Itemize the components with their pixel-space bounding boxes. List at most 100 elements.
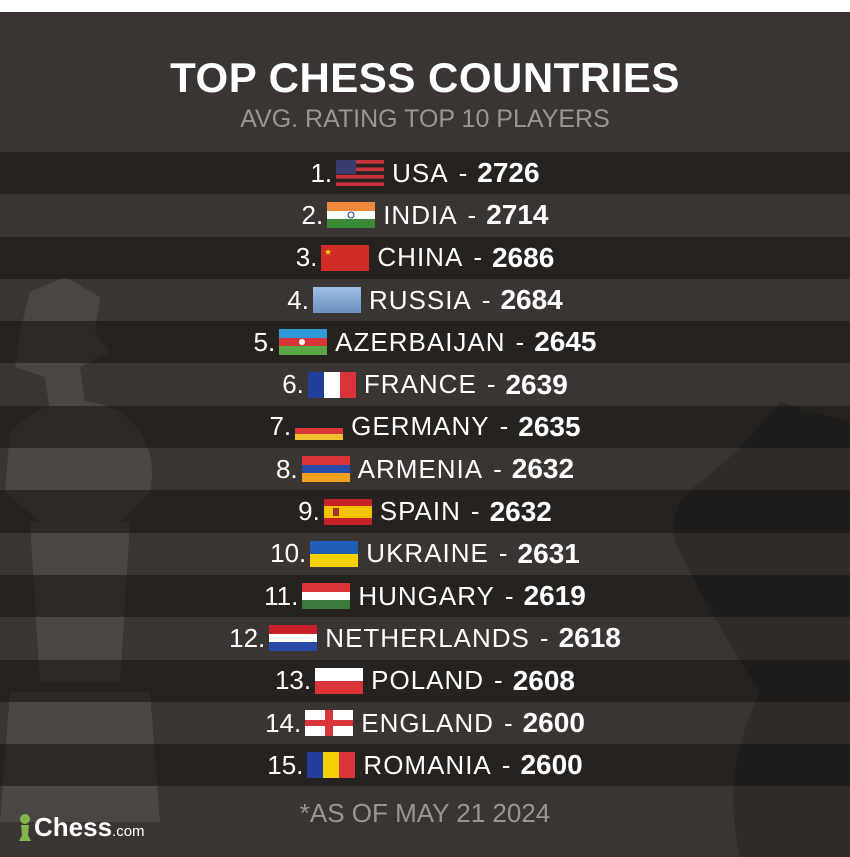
rank-number: 12. — [229, 622, 266, 653]
ranking-row: 12. NETHERLANDS -2618 — [0, 617, 850, 659]
ranking-row: 5. AZERBAIJAN -2645 — [0, 321, 850, 364]
average-rating: 2600 — [520, 749, 583, 781]
ranking-row: 14. ENGLAND -2600 — [0, 702, 850, 744]
separator: - — [458, 157, 468, 188]
spain-flag-icon — [323, 498, 372, 525]
rank-number: 8. — [275, 453, 298, 484]
hungary-flag-icon — [302, 583, 351, 610]
ranking-list: 1. USA -2726 2. INDIA -2714 3. ★ CHINA -2686 4. RUS… — [0, 152, 850, 787]
country-name: UKRAINE — [366, 538, 489, 569]
ranking-row: 8. ARMENIA -2632 — [0, 448, 850, 490]
rank-number: 15. — [267, 749, 304, 780]
average-rating: 2632 — [511, 453, 575, 485]
ukraine-flag-icon — [310, 540, 359, 567]
ranking-row: 2. INDIA -2714 — [0, 194, 850, 236]
rank-number: 6. — [282, 369, 304, 400]
country-name: GERMANY — [351, 411, 490, 442]
country-name: NETHERLANDS — [325, 622, 530, 653]
separator: - — [493, 453, 502, 484]
separator: - — [470, 496, 480, 527]
usa-flag-icon — [336, 160, 385, 187]
separator: - — [504, 580, 514, 611]
china-flag-icon: ★ — [321, 244, 370, 271]
country-name: ROMANIA — [363, 749, 492, 780]
svg-text:★: ★ — [324, 247, 332, 257]
rank-number: 2. — [301, 199, 324, 230]
separator: - — [539, 622, 549, 653]
separator: - — [467, 199, 477, 230]
country-name: USA — [392, 157, 449, 188]
separator: - — [473, 242, 482, 273]
netherlands-flag-icon — [269, 625, 318, 652]
separator: - — [481, 284, 491, 315]
country-name: INDIA — [383, 199, 458, 230]
country-name: ENGLAND — [361, 707, 494, 738]
france-flag-icon — [307, 371, 356, 398]
country-name: POLAND — [371, 665, 485, 696]
country-name: HUNGARY — [358, 580, 495, 611]
logo-text: Chess — [34, 812, 113, 842]
rank-number: 7. — [269, 411, 292, 442]
germany-flag-icon — [295, 414, 344, 440]
average-rating: 2632 — [489, 495, 552, 527]
country-name: SPAIN — [379, 496, 461, 527]
ranking-row: 7. GERMANY -2635 — [0, 405, 850, 449]
ranking-row: 4. RUSSIA -2684 — [0, 279, 850, 321]
page-subtitle: AVG. RATING TOP 10 PLAYERS — [240, 105, 610, 133]
country-name: FRANCE — [363, 369, 477, 400]
ranking-row: 9. SPAIN -2632 — [0, 490, 850, 533]
average-rating: 2635 — [518, 410, 581, 442]
russia-placeholder-flag-icon — [312, 287, 361, 314]
ranking-row: 11. HUNGARY -2619 — [0, 574, 850, 618]
average-rating: 2639 — [505, 368, 568, 400]
country-name: RUSSIA — [368, 284, 472, 315]
average-rating: 2600 — [522, 707, 585, 738]
average-rating: 2608 — [512, 664, 576, 696]
country-name: AZERBAIJAN — [335, 326, 506, 357]
average-rating: 2631 — [517, 537, 580, 569]
rank-number: 1. — [310, 157, 333, 188]
england-flag-icon — [305, 710, 354, 736]
infographic-card: TOP CHESS COUNTRIES AVG. RATING TOP 10 P… — [0, 12, 850, 857]
separator: - — [499, 411, 509, 442]
average-rating: 2714 — [486, 199, 549, 231]
separator: - — [501, 749, 511, 780]
ranking-row: 6. FRANCE -2639 — [0, 363, 850, 405]
separator: - — [494, 665, 503, 696]
rank-number: 10. — [270, 538, 307, 569]
ranking-row: 3. ★ CHINA -2686 — [0, 236, 850, 279]
logo-suffix: .com — [112, 823, 145, 840]
average-rating: 2686 — [491, 241, 555, 273]
separator: - — [503, 707, 513, 738]
chess-com-logo: Chess .com — [18, 812, 145, 843]
date-footnote: *AS OF MAY 21 2024 — [299, 798, 551, 828]
rank-number: 3. — [295, 242, 318, 273]
average-rating: 2618 — [558, 622, 621, 654]
rank-number: 4. — [287, 284, 309, 315]
ranking-row: 10. UKRAINE -2631 — [0, 533, 850, 575]
country-name: CHINA — [377, 242, 464, 273]
average-rating: 2619 — [523, 580, 586, 612]
separator: - — [515, 326, 525, 357]
india-flag-icon — [327, 202, 376, 229]
rank-number: 14. — [265, 707, 302, 738]
average-rating: 2726 — [477, 157, 540, 189]
average-rating: 2684 — [500, 284, 563, 316]
country-name: ARMENIA — [357, 453, 484, 484]
separator: - — [498, 538, 508, 569]
separator: - — [486, 369, 496, 400]
azerbaijan-flag-icon — [279, 329, 328, 356]
rank-number: 11. — [264, 580, 299, 611]
ranking-row: 15. ROMANIA -2600 — [0, 744, 850, 787]
rank-number: 5. — [253, 326, 276, 357]
romania-flag-icon — [307, 752, 356, 779]
armenia-flag-icon — [301, 456, 350, 483]
rank-number: 9. — [298, 496, 320, 527]
rank-number: 13. — [274, 665, 312, 696]
ranking-row: 1. USA -2726 — [0, 152, 850, 195]
average-rating: 2645 — [534, 326, 597, 358]
poland-flag-icon — [315, 667, 364, 694]
page-title: TOP CHESS COUNTRIES — [170, 54, 680, 101]
ranking-row: 13. POLAND -2608 — [0, 659, 850, 702]
pawn-logo-icon — [19, 814, 31, 841]
